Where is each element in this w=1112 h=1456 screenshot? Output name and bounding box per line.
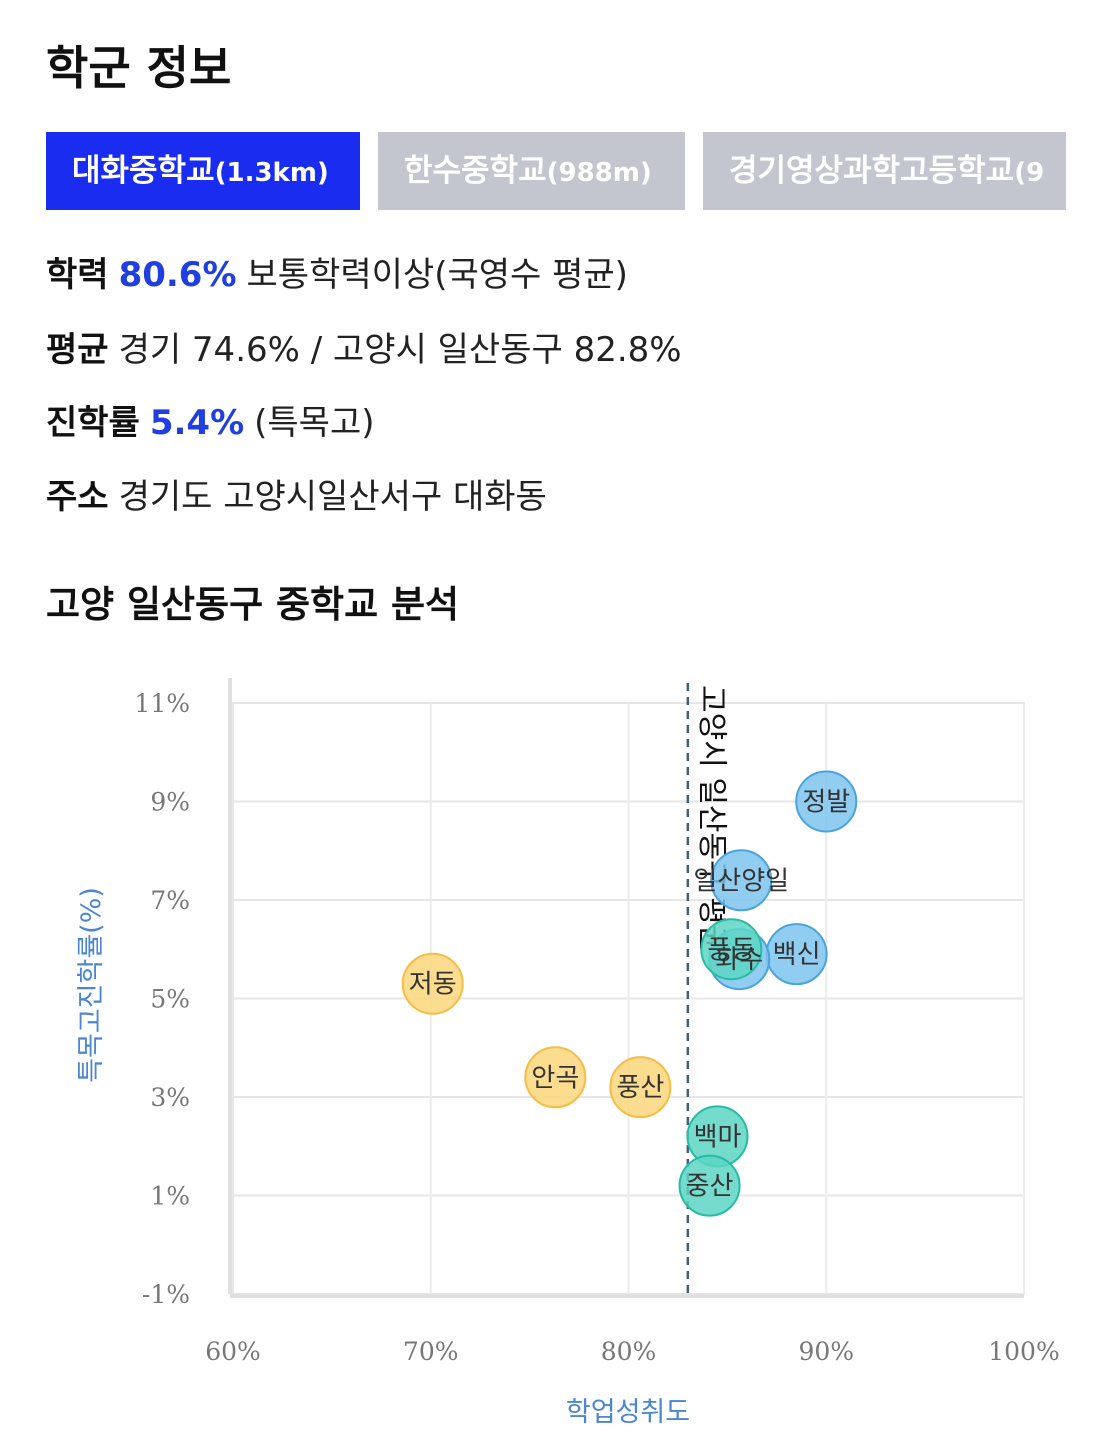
y-tick-label: 3%: [150, 1083, 190, 1112]
achievement-value: 80.6%: [118, 255, 237, 295]
address-text: 경기도 고양시일산서구 대화동: [118, 477, 547, 517]
x-tick-label: 60%: [205, 1337, 261, 1366]
x-tick-label: 70%: [403, 1337, 459, 1366]
bubble-label: 저동: [409, 970, 457, 1000]
tab-daehwa-middle[interactable]: 대화중학교(1.3km): [46, 132, 360, 210]
x-axis-title: 학업성취도: [566, 1397, 690, 1428]
bubble-저동: [401, 952, 464, 1015]
y-tick-label: 9%: [150, 788, 190, 817]
y-tick-label: -1%: [142, 1280, 190, 1309]
advancement-row: 진학률 5.4% (특목고): [46, 395, 375, 444]
tab-gyeonggi-name: 경기영상과학고등학교: [729, 153, 1015, 189]
bubble-label: 정발: [802, 788, 850, 818]
school-tabs: 대화중학교(1.3km) 한수중학교(988m) 경기영상과학고등학교(9: [46, 132, 1066, 210]
tab-daehwa-name: 대화중학교: [72, 153, 215, 189]
average-reference-label: 고양시 일산동구 평균: [694, 685, 729, 952]
average-label: 평균: [46, 330, 109, 370]
achievement-label: 학력: [46, 255, 109, 295]
tab-gyeonggi-distance: (9: [1014, 158, 1045, 188]
tab-gyeonggi-science-high[interactable]: 경기영상과학고등학교(9: [703, 132, 1066, 210]
x-tick-label: 90%: [798, 1337, 854, 1366]
scatter-chart: 11% 9% 7% 5% 3% 1% -1% 60% 70% 80% 90% 100% 학업성취도 특목고…: [76, 678, 1060, 1428]
tab-hansu-name: 한수중학교: [404, 153, 547, 189]
achievement-row: 학력 80.6% 보통학력이상(국영수 평균): [46, 247, 628, 296]
advancement-label: 진학률: [46, 403, 140, 443]
analysis-title: 고양 일산동구 중학교 분석: [46, 583, 460, 626]
tab-daehwa-distance: (1.3km): [214, 158, 329, 188]
address-label: 주소: [46, 477, 109, 517]
bubble-label: 백신: [773, 940, 821, 970]
bubble-label: 풍산: [616, 1073, 664, 1103]
y-tick-label: 5%: [150, 985, 190, 1014]
y-tick-label: 7%: [150, 886, 190, 915]
school-info-title: 학군 정보: [46, 41, 232, 95]
bubble-label: 안곡: [531, 1063, 579, 1093]
tab-hansu-middle[interactable]: 한수중학교(988m): [378, 132, 685, 210]
bubble-중산: [678, 1154, 741, 1217]
bubble-label: 화수: [715, 945, 763, 975]
bubble-안곡: [524, 1046, 587, 1109]
bubble-label: 풍동: [707, 935, 755, 965]
advancement-value: 5.4%: [149, 403, 245, 443]
y-axis-title: 특목고진학률(%): [76, 887, 107, 1083]
x-tick-label: 80%: [601, 1337, 657, 1366]
bubble-풍산: [609, 1056, 672, 1119]
y-tick-label: 11%: [134, 689, 190, 718]
x-tick-label: 100%: [988, 1337, 1059, 1366]
average-row: 평균 경기 74.6% / 고양시 일산동구 82.8%: [46, 322, 682, 371]
y-tick-label: 1%: [150, 1182, 190, 1211]
advancement-text: (특목고): [254, 403, 375, 443]
bubble-label: 일산양일: [693, 866, 789, 896]
bubble-풍동: [700, 918, 763, 981]
average-text: 경기 74.6% / 고양시 일산동구 82.8%: [118, 330, 682, 370]
bubble-정발: [795, 770, 858, 833]
tab-hansu-distance: (988m): [546, 158, 652, 188]
bubble-label: 중산: [686, 1172, 734, 1202]
bubble-label: 백마: [694, 1122, 742, 1152]
bubble-일산양일: [710, 849, 773, 912]
address-row: 주소 경기도 고양시일산서구 대화동: [46, 469, 547, 518]
achievement-text: 보통학력이상(국영수 평균): [246, 255, 628, 295]
